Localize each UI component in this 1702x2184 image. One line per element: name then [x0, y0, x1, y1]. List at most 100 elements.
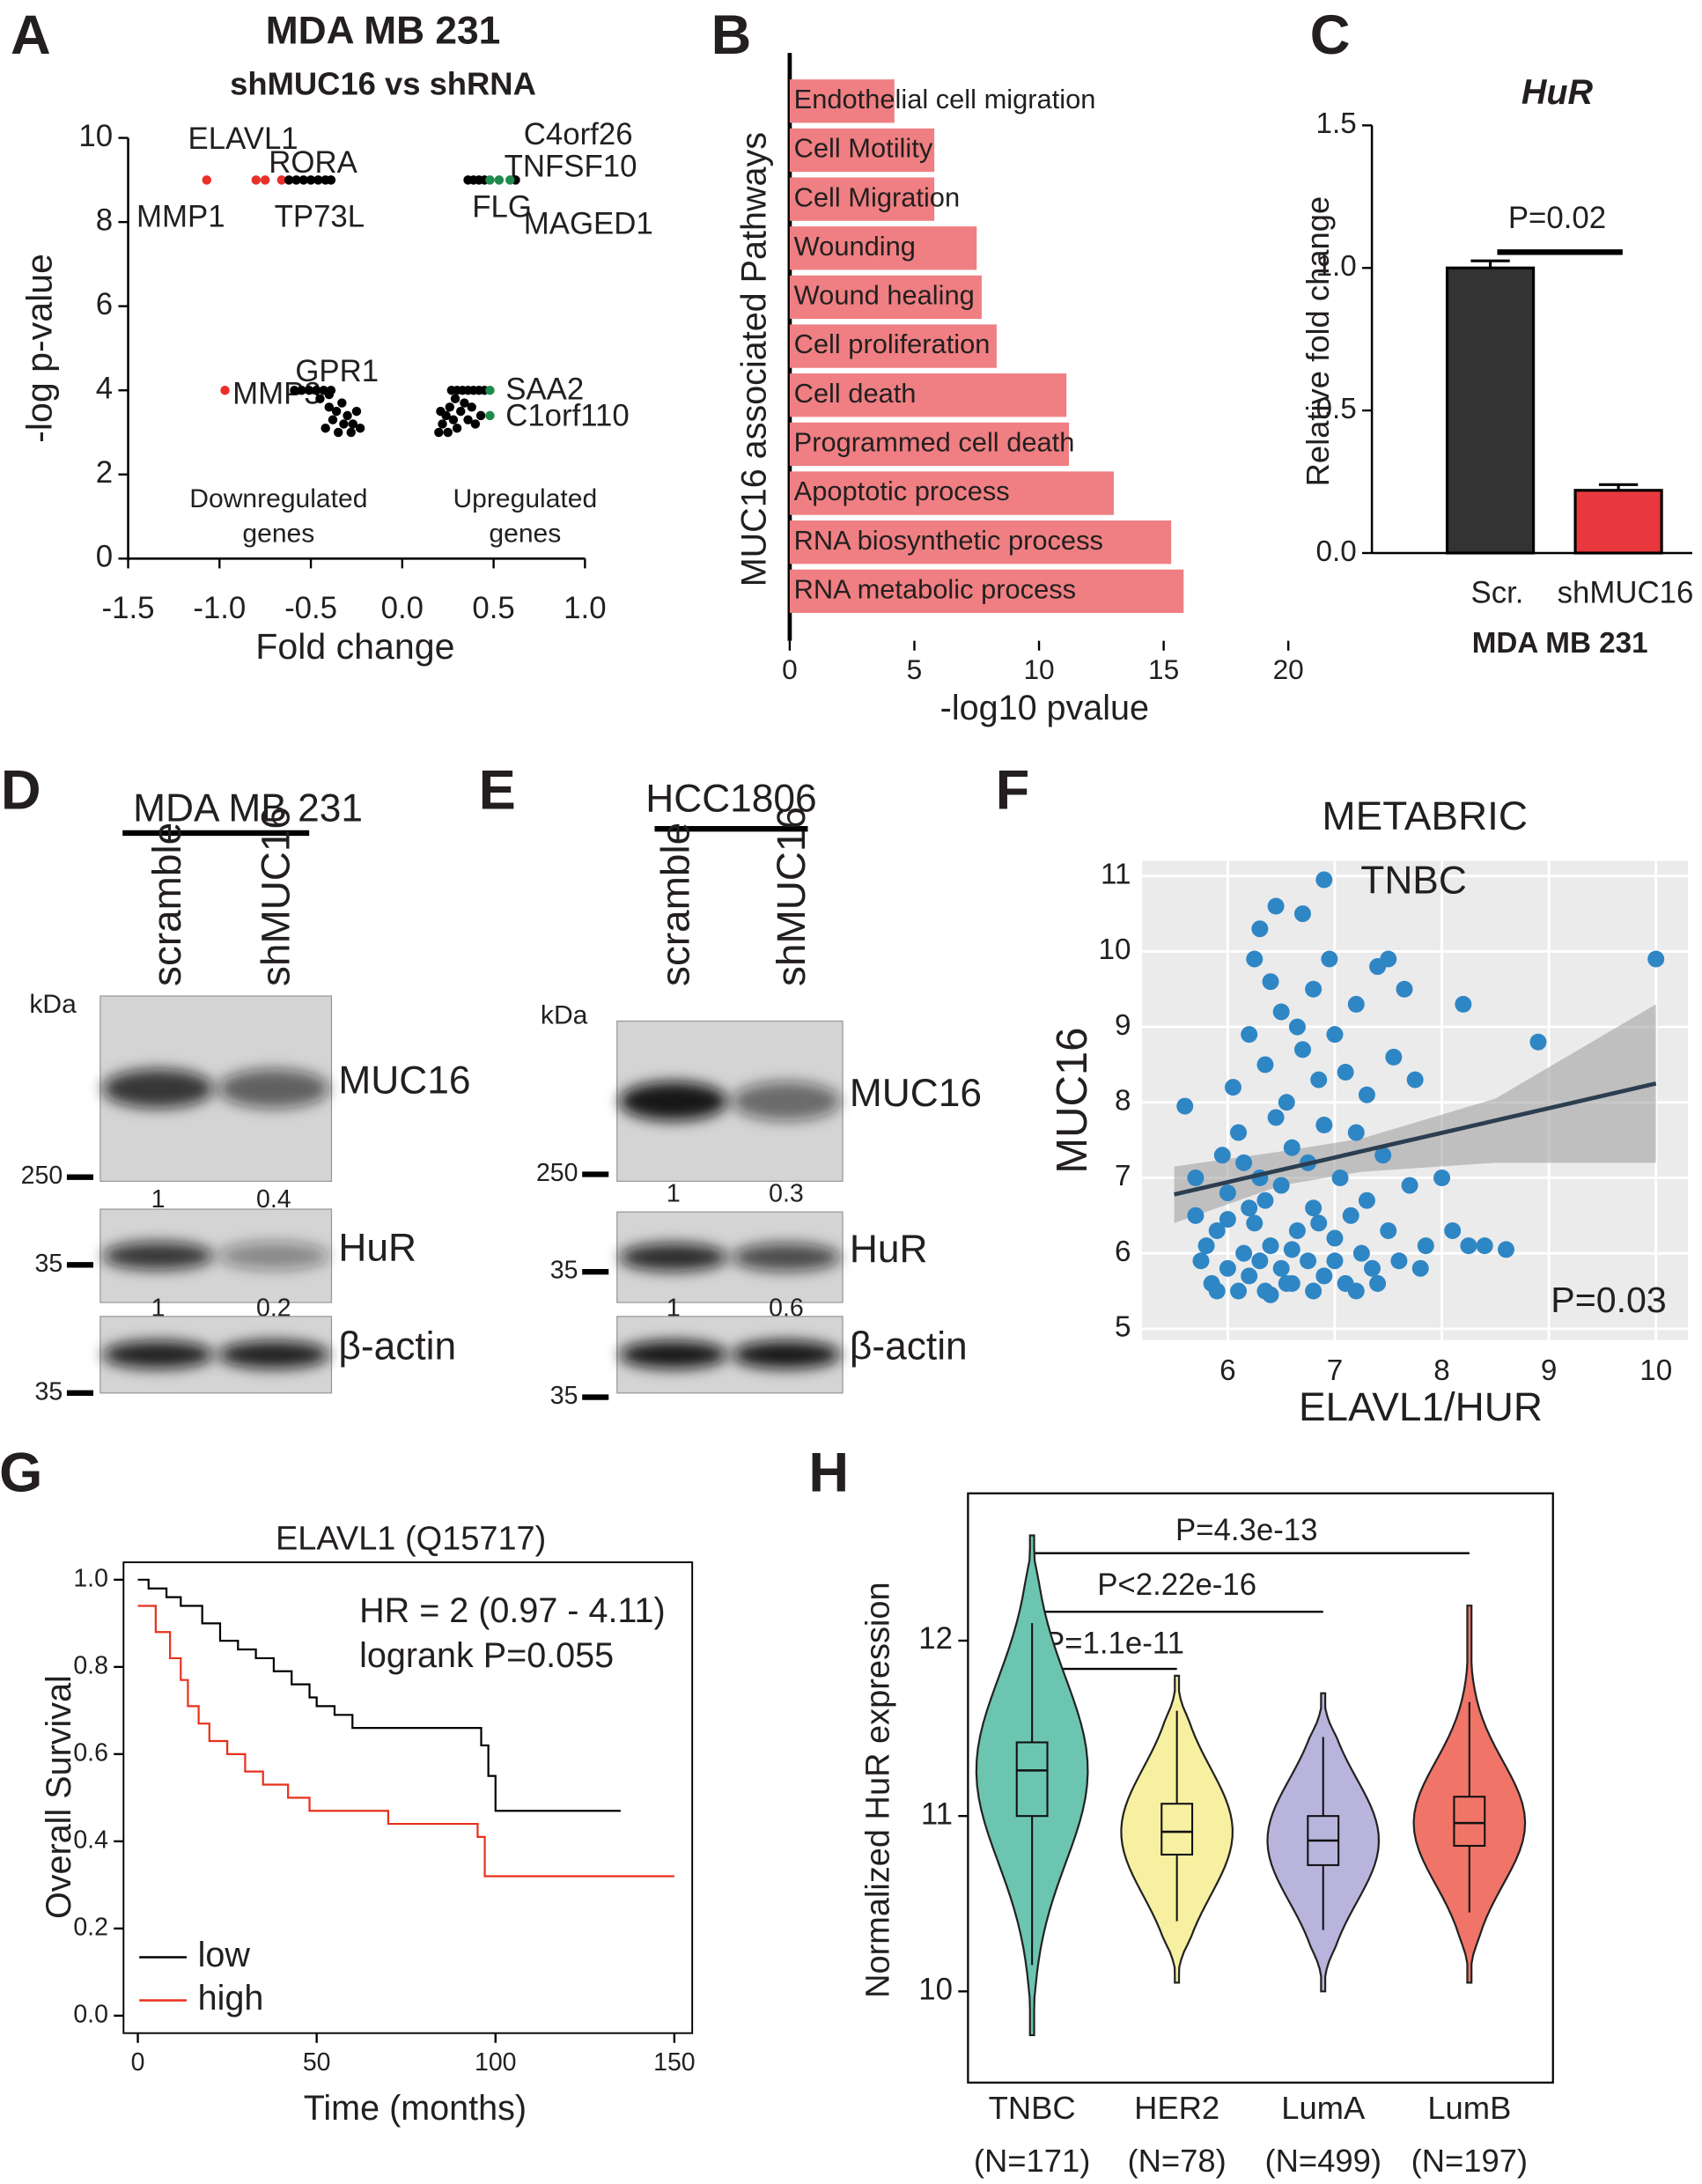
point — [1283, 1241, 1300, 1258]
plot-frame — [967, 1492, 1554, 2084]
kda-label: kDa — [541, 1001, 588, 1030]
y-tick-label: 0 — [96, 540, 113, 574]
point — [312, 386, 321, 395]
point — [485, 386, 495, 395]
point — [467, 402, 476, 412]
point — [1374, 1147, 1392, 1164]
y-tick-label: 1.5 — [1316, 107, 1357, 140]
annotation: FLG — [472, 189, 532, 224]
point — [1385, 1048, 1403, 1066]
x-tick-label: shMUC16 — [1558, 576, 1694, 610]
protein-label: β-actin — [338, 1325, 456, 1369]
point — [1208, 1221, 1226, 1239]
bar — [789, 471, 1114, 515]
point — [460, 398, 469, 408]
point — [1358, 1192, 1375, 1209]
panel-letter: B — [711, 4, 752, 66]
point — [470, 419, 481, 429]
point — [452, 424, 462, 433]
x-tick-label: 1.0 — [564, 591, 606, 625]
quantification: 1 — [151, 1185, 166, 1214]
panel-letter: E — [479, 759, 516, 821]
quantification: 1 — [667, 1294, 681, 1322]
bar — [789, 226, 977, 270]
point — [324, 402, 335, 412]
x-tick-label: 0 — [782, 653, 798, 685]
point — [1293, 1041, 1311, 1059]
point — [1288, 1018, 1306, 1036]
subtitle: shMUC16 vs shRNA — [230, 66, 536, 102]
point — [1310, 1214, 1328, 1232]
point — [1224, 1079, 1242, 1096]
point — [1293, 905, 1311, 923]
x-tick-label: 10 — [1023, 653, 1054, 685]
point — [475, 410, 486, 421]
bar-label: Cell proliferation — [794, 328, 991, 359]
point — [1262, 1237, 1279, 1255]
point — [1529, 1033, 1547, 1051]
box — [1015, 1741, 1049, 1818]
point — [1647, 950, 1665, 968]
bar — [789, 569, 1184, 614]
title: HuR — [1521, 73, 1594, 112]
point — [1411, 1259, 1429, 1277]
marker-label: 35 — [35, 1377, 63, 1406]
y-label: MUC16 — [1049, 1028, 1096, 1174]
title: ELAVL1 (Q15717) — [276, 1521, 546, 1558]
band — [732, 1243, 841, 1272]
point — [1278, 1094, 1295, 1111]
y-tick-label: 5 — [1115, 1311, 1131, 1344]
point — [1305, 1282, 1323, 1300]
point — [1369, 1274, 1387, 1292]
point — [1337, 1064, 1354, 1081]
point — [324, 389, 335, 400]
kda-label: kDa — [29, 990, 77, 1019]
x-tick-label: 100 — [475, 2048, 517, 2077]
bar — [789, 373, 1067, 417]
annotation: MMP1 — [136, 200, 225, 234]
y-tick-label: 11 — [921, 1797, 953, 1831]
box — [1160, 1803, 1194, 1856]
annotation: P=1.1e-11 — [1044, 1626, 1184, 1660]
x-tick-label: -1.0 — [193, 591, 246, 625]
marker-label: 35 — [550, 1257, 578, 1285]
x-tick-label: 20 — [1273, 653, 1304, 685]
x-tick-label: 7 — [1327, 1354, 1343, 1387]
survival-curve — [137, 1605, 674, 1878]
point — [1305, 1199, 1323, 1217]
point — [220, 386, 230, 395]
point — [1401, 1177, 1418, 1194]
x-tick-label: Scr. — [1470, 576, 1523, 610]
lane-label: shMUC16 — [252, 807, 298, 986]
bar-label: Wounding — [794, 231, 916, 262]
panel-letter: C — [1310, 4, 1351, 66]
annotation: Upregulated — [453, 484, 597, 513]
bar-label: Programmed cell death — [794, 427, 1075, 458]
point — [351, 406, 362, 417]
protein-label: MUC16 — [850, 1072, 982, 1115]
y-tick-label: 4 — [96, 371, 113, 405]
annotation: MAGED1 — [524, 206, 653, 240]
bar-label: Apoptotic process — [794, 476, 1010, 506]
y-tick-label: 6 — [96, 287, 113, 321]
point — [298, 175, 308, 185]
bar — [789, 275, 982, 320]
point — [443, 427, 453, 438]
violin — [975, 1534, 1089, 2037]
x-tick-label: 0.5 — [472, 591, 514, 625]
annotation: C1orf110 — [505, 399, 630, 433]
point — [445, 402, 455, 412]
point — [1241, 1199, 1258, 1217]
point — [1230, 1124, 1248, 1141]
point — [1326, 1026, 1344, 1044]
y-tick-label: 0.5 — [1316, 393, 1357, 425]
annotation: genes — [242, 519, 314, 548]
y-tick-label: 10 — [78, 119, 113, 153]
point — [1347, 1282, 1365, 1300]
panel-letter: G — [0, 1442, 42, 1503]
point — [1251, 1252, 1269, 1270]
panel-letter: F — [996, 759, 1030, 821]
marker-label: 35 — [550, 1382, 578, 1410]
x-tick-label: 6 — [1219, 1354, 1235, 1387]
